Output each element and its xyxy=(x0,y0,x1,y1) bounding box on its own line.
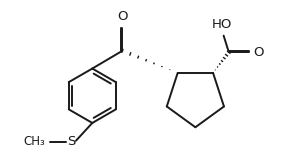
Text: CH₃: CH₃ xyxy=(23,135,45,148)
Text: HO: HO xyxy=(212,18,233,31)
Text: O: O xyxy=(254,46,264,59)
Text: O: O xyxy=(117,10,128,23)
Text: S: S xyxy=(67,135,75,148)
